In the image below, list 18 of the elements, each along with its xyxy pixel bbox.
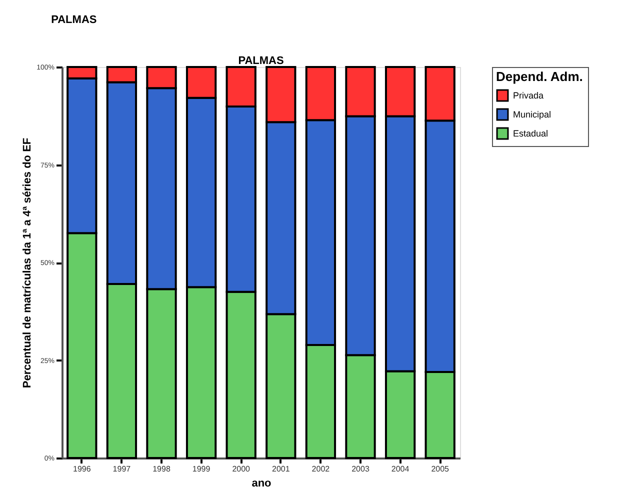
x-axis-title: ano — [252, 478, 272, 490]
legend-label: Privada — [513, 90, 544, 100]
x-tick-label: 1997 — [112, 464, 132, 474]
y-axis-title: Percentual de matrículas da 1ª a 4ª séries do EF — [22, 138, 34, 388]
chart-subtitle: PALMAS — [238, 55, 284, 67]
legend-title: Depend. Adm. — [496, 69, 583, 84]
x-tick-label: 1998 — [152, 464, 171, 474]
x-tick-label: 2002 — [312, 464, 330, 474]
x-tick-label: 2000 — [232, 464, 251, 474]
x-tick-label: 2004 — [391, 464, 410, 474]
x-tick-label: 1999 — [192, 464, 211, 474]
x-tick-label: 2003 — [352, 464, 370, 474]
x-tick-label: 1996 — [73, 464, 92, 474]
chart-title: PALMAS — [51, 14, 97, 26]
legend-label: Estadual — [513, 128, 548, 138]
x-tick-label: 2005 — [431, 464, 450, 474]
legend-label: Municipal — [513, 110, 552, 120]
x-tick-label: 2001 — [272, 464, 290, 474]
